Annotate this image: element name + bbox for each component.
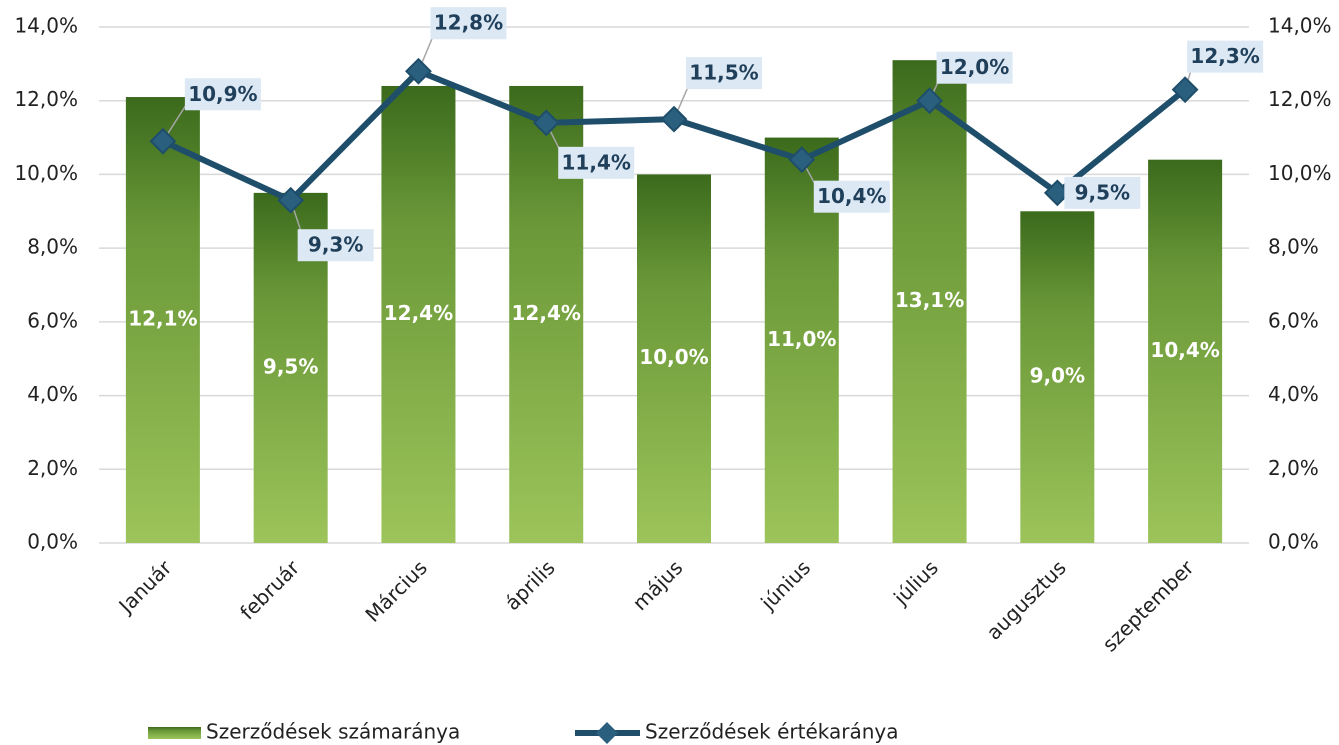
x-tick-label: július <box>888 555 943 610</box>
x-tick-label: május <box>628 555 688 615</box>
line-label: 12,0% <box>940 55 1009 79</box>
line-label: 10,4% <box>817 184 886 208</box>
bar-label: 9,5% <box>263 354 318 378</box>
label-box <box>297 229 374 262</box>
line-label: 12,8% <box>434 11 503 35</box>
y2-tick-label: 2,0% <box>1268 456 1319 480</box>
marker <box>660 105 688 133</box>
y2-tick-label: 0,0% <box>1268 530 1319 554</box>
y2-tick-label: 12,0% <box>1268 87 1332 111</box>
bar-label: 9,0% <box>1030 364 1085 388</box>
x-tick-label: Január <box>113 555 177 619</box>
y-tick-label: 6,0% <box>27 308 78 332</box>
bar-label: 10,0% <box>639 345 708 369</box>
y-tick-label: 8,0% <box>27 235 78 259</box>
x-tick-label: február <box>235 555 304 624</box>
y2-tick-label: 6,0% <box>1268 308 1319 332</box>
bar-label: 11,0% <box>767 327 836 351</box>
x-tick-label: szeptember <box>1098 555 1200 657</box>
bar <box>1148 159 1223 543</box>
bar <box>892 60 967 544</box>
y2-tick-label: 14,0% <box>1268 14 1332 38</box>
marker <box>1171 76 1199 104</box>
y-tick-label: 12,0% <box>14 87 78 111</box>
line-label: 9,5% <box>1075 180 1130 204</box>
bar <box>381 85 456 543</box>
bar-label: 12,4% <box>512 301 581 325</box>
y-tick-label: 0,0% <box>27 530 78 554</box>
x-tick-label: augusztus <box>982 555 1071 644</box>
y-tick-label: 10,0% <box>14 161 78 185</box>
legend-label: Szerződések értékaránya <box>645 720 899 744</box>
bar-label: 12,4% <box>384 301 453 325</box>
x-tick-label: június <box>755 555 815 615</box>
label-box <box>430 7 507 40</box>
marker <box>277 186 305 214</box>
line-label: 9,3% <box>308 233 363 257</box>
bar <box>637 174 711 543</box>
marker <box>532 109 560 137</box>
legend-label: Szerződések számaránya <box>206 720 460 744</box>
marker <box>788 146 816 174</box>
marker <box>149 127 177 155</box>
line-label: 11,5% <box>689 61 758 85</box>
legend-swatch <box>148 727 201 739</box>
y-tick-label: 2,0% <box>27 456 78 480</box>
x-tick-label: Március <box>360 555 431 626</box>
marker <box>916 87 943 115</box>
label-box <box>686 57 762 90</box>
bar <box>125 97 200 544</box>
label-box <box>936 51 1013 84</box>
y-tick-label: 14,0% <box>14 14 78 38</box>
label-box <box>1187 40 1264 73</box>
line-label: 12,3% <box>1190 44 1259 68</box>
label-box <box>558 146 635 179</box>
y2-tick-label: 8,0% <box>1268 235 1319 259</box>
label-box <box>184 78 261 111</box>
line-label: 10,9% <box>188 82 257 106</box>
y-tick-label: 4,0% <box>27 382 78 406</box>
x-tick-label: április <box>500 555 560 615</box>
y2-tick-label: 10,0% <box>1268 161 1332 185</box>
label-box <box>813 180 890 213</box>
bar-label: 10,4% <box>1150 338 1219 362</box>
y2-tick-label: 4,0% <box>1268 382 1319 406</box>
legend-marker <box>596 722 618 744</box>
line-label: 11,4% <box>562 150 631 174</box>
bar-label: 12,1% <box>128 307 197 331</box>
bar-label: 13,1% <box>895 288 964 312</box>
label-box <box>1064 176 1141 209</box>
marker <box>405 57 432 85</box>
bar <box>1020 211 1095 544</box>
